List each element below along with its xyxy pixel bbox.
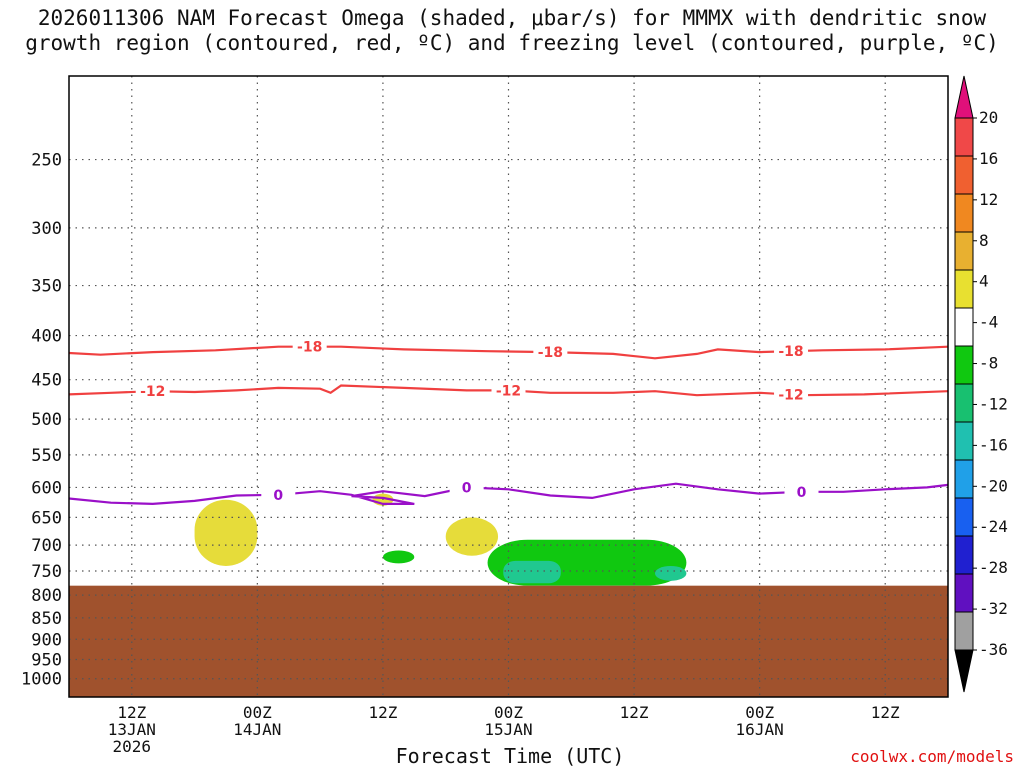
contour-label-bg	[533, 343, 568, 360]
colorbar-segment	[954, 307, 974, 347]
colorbar-label: -32	[979, 599, 1008, 618]
colorbar-segment	[954, 345, 974, 385]
omega-region	[194, 499, 258, 566]
x-tick-label: 12Z	[368, 703, 397, 722]
site-credit: coolwx.com/models	[850, 747, 1014, 766]
y-tick-label: 800	[31, 586, 62, 606]
colorbar-segment	[954, 269, 974, 309]
colorbar-label: -20	[979, 476, 1008, 495]
colorbar-label: -28	[979, 558, 1008, 577]
colorbar-label: 8	[979, 231, 989, 250]
colorbar-label: -16	[979, 435, 1008, 454]
y-tick-label: 750	[31, 562, 62, 582]
x-tick-label: 12Z	[871, 703, 900, 722]
chart-title-line1: 2026011306 NAM Forecast Omega (shaded, μ…	[37, 6, 987, 30]
contour-label: -18	[538, 345, 563, 361]
omega-region	[382, 550, 415, 564]
terrain	[69, 585, 948, 697]
colorbar-segment	[954, 193, 974, 233]
x-tick-label: 16JAN	[736, 720, 784, 739]
x-tick-label: 15JAN	[484, 720, 532, 739]
contour-label-bg	[135, 382, 170, 399]
colorbar-top-arrow	[954, 75, 974, 119]
y-tick-label: 650	[31, 508, 62, 528]
colorbar-label: 12	[979, 190, 998, 209]
y-tick-label: 450	[31, 371, 62, 391]
contour-label-bg	[784, 482, 819, 499]
y-tick-label: 700	[31, 536, 62, 556]
x-tick-label: 00Z	[745, 703, 774, 722]
colorbar-segment	[954, 459, 974, 499]
contour-label: -18	[778, 344, 803, 360]
colorbar-label: -24	[979, 517, 1008, 536]
omega-region-core	[503, 560, 561, 584]
y-tick-label: 1000	[21, 670, 62, 690]
y-tick-label: 350	[31, 277, 62, 297]
contour-label: -12	[496, 383, 521, 399]
x-tick-label: 12Z	[620, 703, 649, 722]
contour-label: -12	[778, 388, 803, 404]
colorbar-segment	[954, 421, 974, 461]
contour-label: 0	[273, 488, 283, 504]
contour-label-bg	[774, 342, 809, 359]
plot-frame	[68, 75, 949, 698]
contour-label: -12	[140, 384, 165, 400]
colorbar-label: -4	[979, 313, 998, 332]
contour-label: -18	[297, 340, 322, 356]
x-tick-label: 12Z	[117, 703, 146, 722]
colorbar-segment	[954, 573, 974, 613]
colorbar-label: -36	[979, 640, 1008, 659]
chart-title-line2: growth region (contoured, red, ºC) and f…	[25, 31, 999, 55]
y-tick-label: 550	[31, 446, 62, 466]
colorbar-label: 16	[979, 149, 998, 168]
contour-line	[68, 384, 949, 397]
colorbar-label: 20	[979, 108, 998, 127]
colorbar-label: 4	[979, 272, 989, 291]
y-tick-label: 250	[31, 151, 62, 171]
x-tick-label: 13JAN	[108, 720, 156, 739]
x-axis-label: Forecast Time (UTC)	[395, 744, 625, 768]
contour-label-bg	[292, 337, 327, 354]
y-tick-label: 300	[31, 219, 62, 239]
colorbar-label: -8	[979, 354, 998, 373]
y-tick-label: 850	[31, 609, 62, 629]
x-tick-label: 14JAN	[233, 720, 281, 739]
colorbar-segment	[954, 611, 974, 651]
chart-title: 2026011306 NAM Forecast Omega (shaded, μ…	[0, 6, 1024, 56]
contour-label-bg	[491, 381, 526, 398]
contour-label-bg	[261, 485, 296, 502]
colorbar-bottom-arrow	[954, 649, 974, 693]
y-tick-label: 900	[31, 630, 62, 650]
colorbar-segment	[954, 535, 974, 575]
colorbar-segment	[954, 231, 974, 271]
y-tick-label: 500	[31, 410, 62, 430]
colorbar-segment	[954, 155, 974, 195]
omega-region	[445, 517, 499, 556]
contour-label: 0	[797, 485, 807, 501]
x-tick-label: 2026	[113, 737, 152, 756]
colorbar-segment	[954, 383, 974, 423]
contour-label: 0	[462, 480, 472, 496]
colorbar-label: -12	[979, 394, 1008, 413]
colorbar-segment	[954, 497, 974, 537]
x-tick-label: 00Z	[494, 703, 523, 722]
colorbar-segment	[954, 117, 974, 157]
omega-region	[655, 565, 687, 581]
contour-label-bg	[774, 385, 809, 402]
x-tick-label: 00Z	[243, 703, 272, 722]
y-tick-label: 400	[31, 327, 62, 347]
y-tick-label: 950	[31, 651, 62, 671]
contour-label-bg	[449, 478, 484, 495]
y-tick-label: 600	[31, 478, 62, 498]
